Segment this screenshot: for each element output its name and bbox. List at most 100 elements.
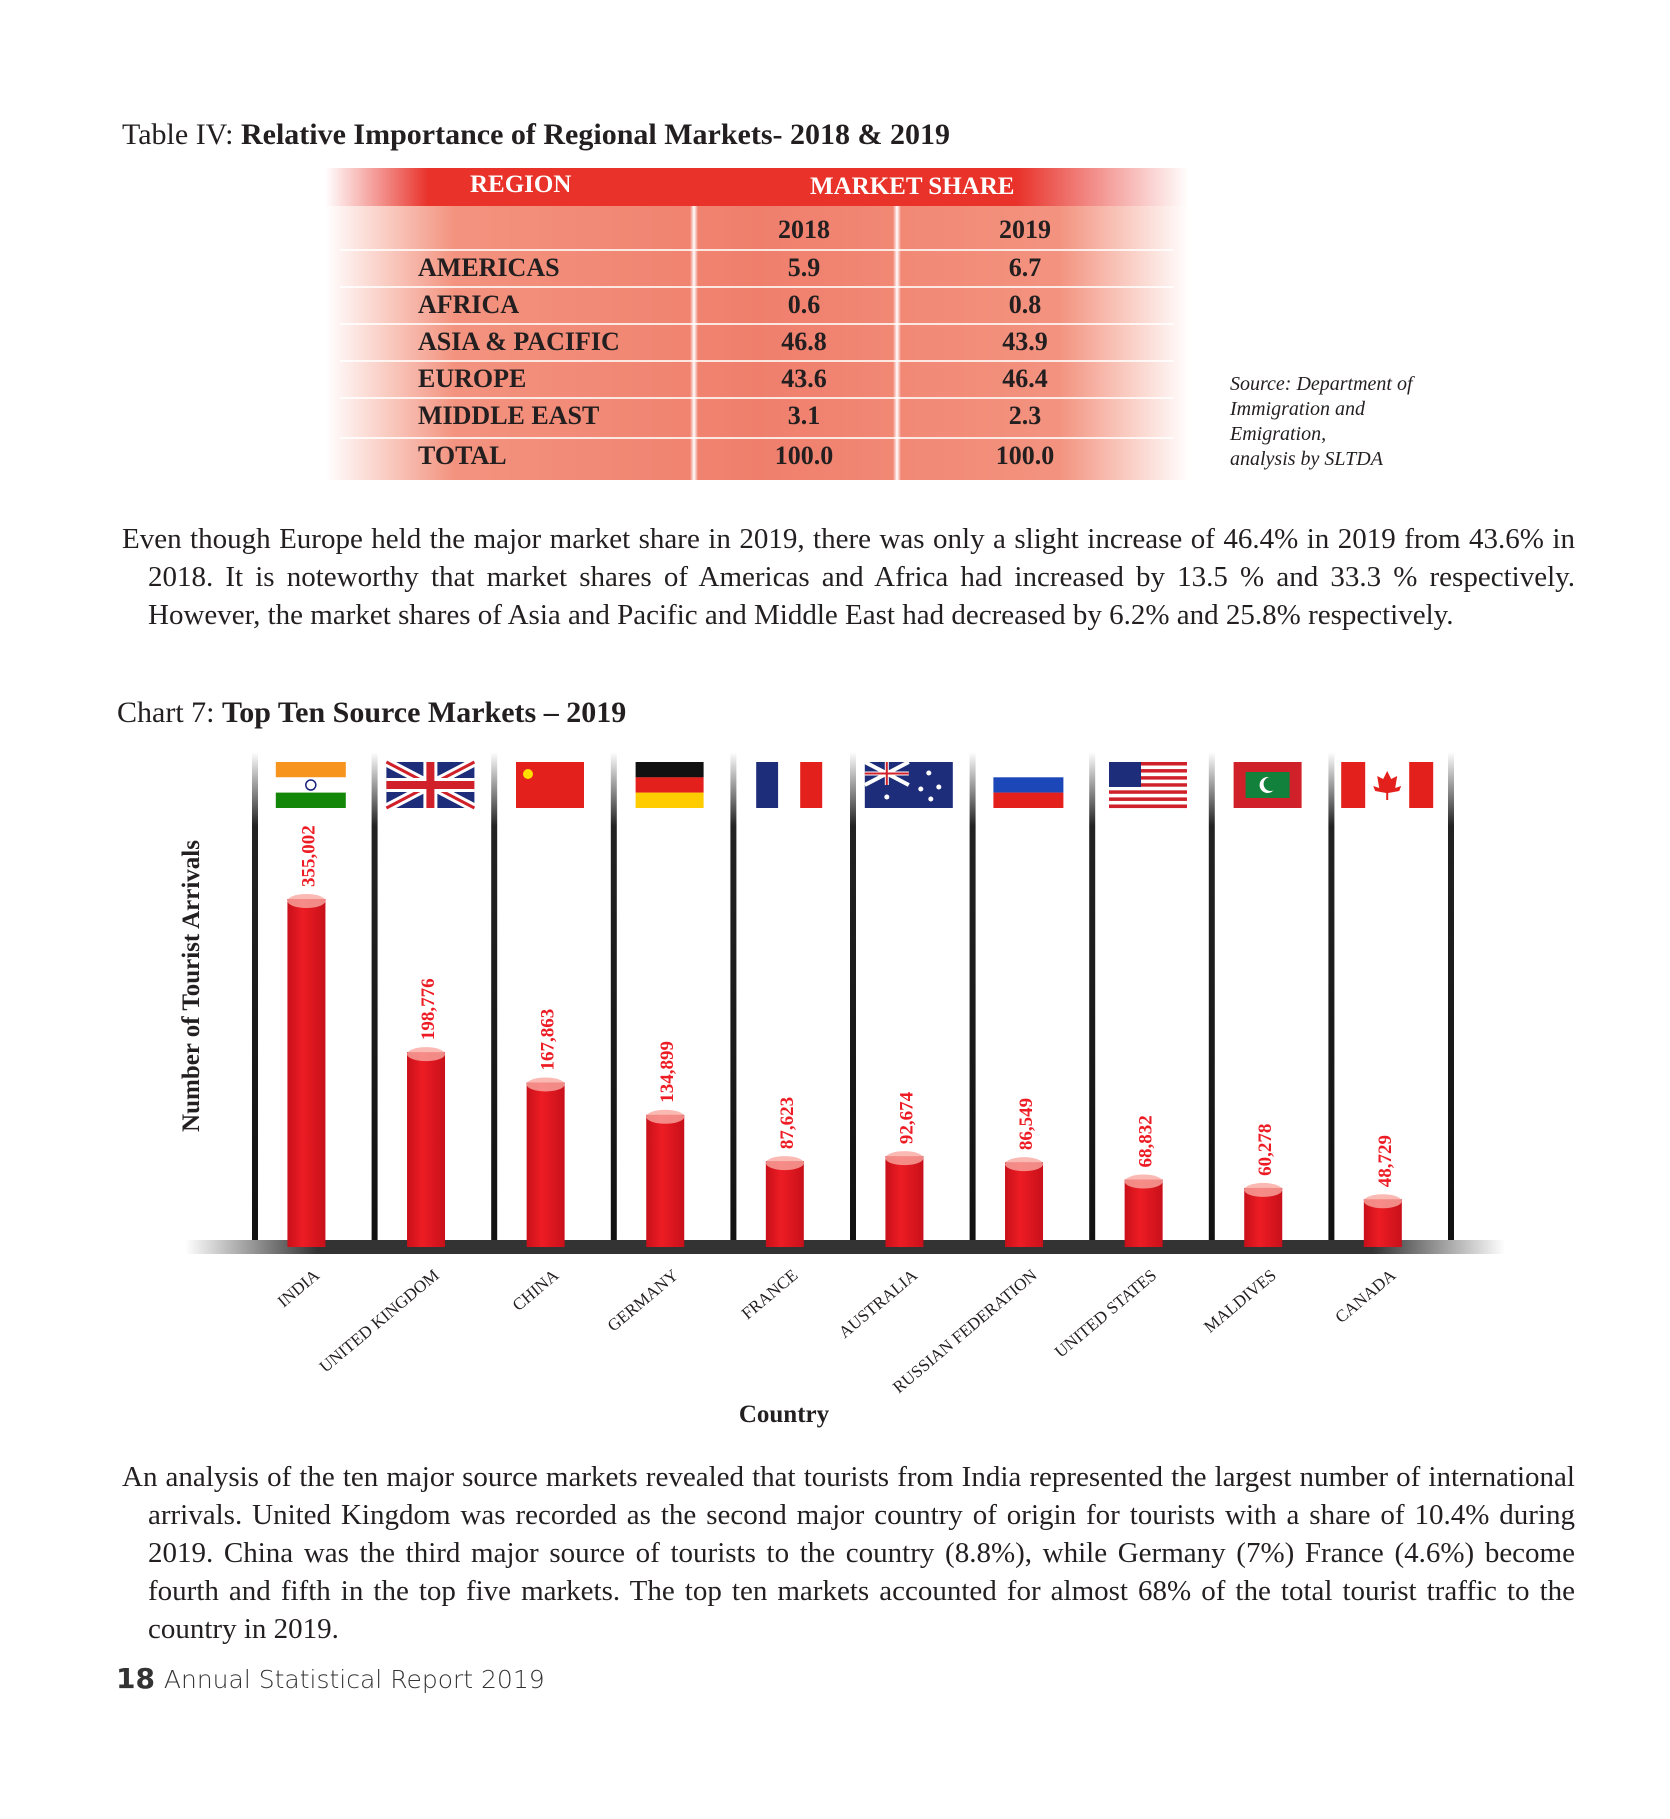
y-axis-label: Number of Tourist Arrivals: [178, 840, 205, 1132]
bar: [1124, 1179, 1163, 1247]
flag-part: [1263, 777, 1278, 791]
column-divider: [491, 752, 498, 1247]
table-header-band: [325, 168, 1189, 206]
share-cell: 0.8: [1008, 290, 1042, 319]
flag-part: [993, 777, 1064, 793]
bar: [407, 1052, 446, 1247]
x-tick-label: AUSTRALIA: [835, 1265, 922, 1342]
column-divider: [1328, 752, 1335, 1247]
flag: [1233, 762, 1302, 808]
row-divider: [340, 286, 1174, 288]
value-label: 198,776: [418, 978, 439, 1040]
flag-part: [928, 796, 934, 802]
flag-part: [1109, 779, 1187, 784]
flag-part: [523, 769, 533, 779]
column-divider: [850, 752, 856, 1247]
share-cell: 2.3: [1008, 401, 1042, 430]
bar: [526, 1082, 565, 1247]
share-cell: 6.7: [1008, 253, 1042, 282]
flag-part: [993, 762, 1064, 778]
flag-part: [635, 777, 704, 793]
flag-part: [884, 794, 890, 800]
flag-part: [1109, 783, 1187, 787]
footer: 18 Annual Statistical Report 2019: [116, 1662, 545, 1695]
value-label: 48,729: [1375, 1135, 1396, 1187]
column-divider: [730, 752, 737, 1247]
region-cell: MIDDLE EAST: [418, 401, 600, 430]
bar-cap: [287, 894, 326, 908]
column-divider: [1089, 752, 1096, 1247]
flag-part: [275, 777, 346, 793]
bar: [1244, 1187, 1283, 1247]
share-cell: 46.8: [781, 327, 827, 356]
value-label: 92,674: [896, 1091, 917, 1144]
chart-title: Chart 7: Top Ten Source Markets – 2019: [117, 696, 626, 730]
paragraph: Even though Europe held the major market…: [122, 523, 1575, 631]
share-cell: 46.4: [1002, 364, 1048, 393]
bar-cap: [526, 1077, 565, 1092]
flag-part: [1109, 772, 1187, 777]
flag-part: [1373, 771, 1402, 800]
flag: [863, 760, 953, 808]
flag: [516, 762, 584, 808]
flag: [635, 762, 704, 808]
paragraph: An analysis of the ten major source mark…: [122, 1461, 1575, 1645]
bar-cap: [885, 1151, 924, 1166]
value-label: 134,899: [657, 1041, 678, 1103]
column-divider: [1448, 752, 1454, 1247]
bar-cap: [407, 1047, 446, 1062]
chart-title-text: Top Ten Source Markets – 2019: [222, 696, 627, 729]
row-divider: [340, 437, 1174, 439]
flag-part: [1109, 800, 1187, 805]
flag-part: [1109, 765, 1187, 770]
flag: [1341, 762, 1434, 808]
column-divider: [371, 752, 378, 1247]
bar-cap: [1124, 1174, 1163, 1189]
flag-part: [1341, 762, 1366, 808]
flag-part: [1109, 797, 1187, 801]
table-body-band: [325, 206, 1189, 480]
footer-text: Annual Statistical Report 2019: [163, 1665, 545, 1694]
bar-cap: [1244, 1182, 1283, 1197]
column-divider: [252, 752, 258, 1247]
flag-part: [1109, 769, 1187, 773]
flag: [993, 762, 1064, 808]
source-note: Source: Department of Immigration and Emig…: [1230, 372, 1413, 472]
flag-part: [993, 792, 1064, 808]
value-label: 167,863: [538, 1009, 559, 1071]
flag-part: [1109, 793, 1187, 798]
bar-cap: [765, 1156, 804, 1171]
flag-part: [1109, 804, 1187, 809]
source-line: Emigration,: [1230, 423, 1327, 445]
row-divider: [340, 360, 1174, 362]
column-divider: [893, 206, 901, 480]
x-tick-label: GERMANY: [604, 1266, 682, 1336]
region-cell: AMERICAS: [418, 253, 560, 282]
share-cell: 0.6: [787, 290, 821, 319]
share-cell: 100.0: [774, 441, 834, 470]
flag-part: [305, 779, 317, 791]
bar-cap: [1363, 1194, 1402, 1209]
region-cell: ASIA & PACIFIC: [418, 327, 620, 356]
bar: [885, 1156, 924, 1247]
source-line: Immigration and: [1230, 398, 1365, 420]
caption-prefix: Table IV:: [122, 118, 234, 151]
baseline: [185, 1240, 1505, 1254]
flag-part: [1109, 762, 1187, 766]
value-label: 60,278: [1255, 1124, 1276, 1176]
bar-cap: [1005, 1157, 1044, 1172]
flag: [756, 762, 823, 808]
region-cell: TOTAL: [418, 441, 507, 470]
flag-part: [635, 792, 704, 808]
share-cell: 5.9: [787, 253, 821, 282]
value-label: 68,832: [1136, 1115, 1157, 1167]
column-divider: [1208, 752, 1215, 1247]
x-tick-label: FRANCE: [738, 1266, 802, 1324]
flag-part: [1409, 762, 1434, 808]
share-cell: 43.9: [1002, 327, 1048, 356]
x-tick-label: MALDIVES: [1200, 1266, 1280, 1337]
flag: [384, 758, 477, 812]
flag: [1109, 762, 1187, 809]
flag-part: [864, 762, 909, 785]
